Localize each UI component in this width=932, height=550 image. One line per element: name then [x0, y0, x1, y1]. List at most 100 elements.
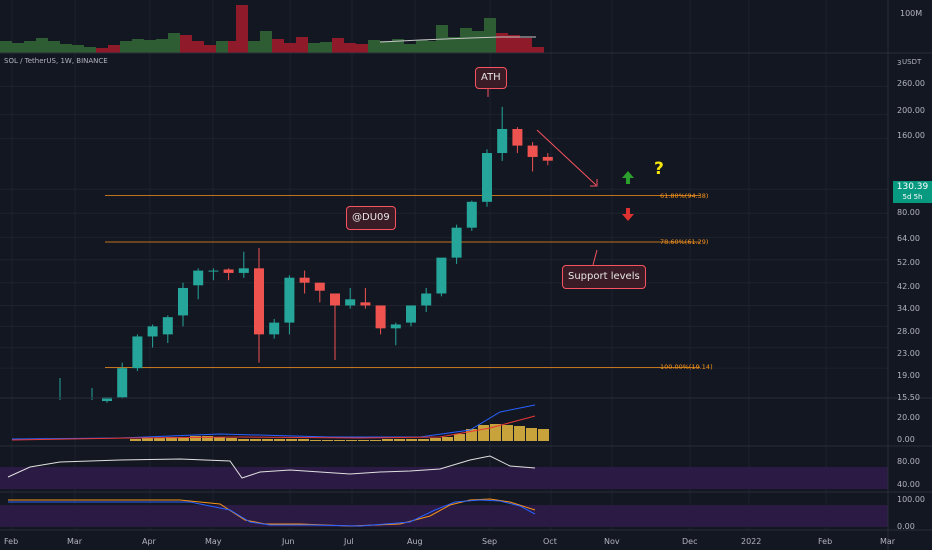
candle-body[interactable] [497, 128, 508, 154]
indicator-histogram-bar [274, 439, 285, 441]
price-axis-label: 160.00 [897, 131, 925, 140]
trend-line[interactable] [536, 129, 597, 186]
indicator-histogram-bar [226, 438, 237, 441]
indicator-histogram-bar [250, 439, 261, 441]
volume-bar [60, 44, 72, 53]
candle-body[interactable] [330, 293, 340, 306]
candle-body[interactable] [542, 156, 553, 161]
signal-line [11, 415, 536, 441]
candle-body[interactable] [345, 299, 356, 306]
price-axis-label: 23.00 [897, 349, 920, 358]
fib-label: 100.00%(19.14) [660, 363, 713, 372]
candle-body[interactable] [238, 268, 249, 273]
candle-body[interactable] [375, 305, 386, 329]
time-axis-label: Dec [682, 537, 698, 546]
candle-body[interactable] [269, 322, 280, 335]
indicator-axis-label: 20.00 [897, 413, 920, 422]
indicator-panes [0, 404, 888, 527]
volume-bar [344, 43, 356, 53]
indicator-axis-label: 40.00 [897, 480, 920, 489]
indicator-axis-label: 0.00 [897, 522, 915, 531]
price-axis-label: 52.00 [897, 258, 920, 267]
indicator-histogram-bar [406, 439, 417, 441]
candle-body[interactable] [147, 326, 158, 337]
time-axis-label: Apr [142, 537, 156, 546]
time-axis-label: Mar [880, 537, 896, 546]
volume-bar [12, 43, 24, 53]
watermark-callout[interactable]: @DU09 [346, 206, 396, 230]
candle-body[interactable] [512, 128, 523, 146]
trend-drawings[interactable] [487, 87, 634, 266]
candle-body[interactable] [421, 293, 432, 306]
volume-bar [520, 38, 532, 53]
candle-body[interactable] [117, 368, 128, 398]
candle-body[interactable] [284, 277, 295, 323]
volume-bar [48, 41, 60, 53]
current-price-badge: 130.39 5d 5h [893, 181, 932, 203]
indicator-histogram-bar [178, 437, 189, 441]
volume-bar [96, 48, 108, 53]
indicator-histogram-bar [442, 437, 453, 441]
indicator-histogram-bar [382, 439, 393, 441]
volume-bar [120, 41, 132, 53]
candle-body[interactable] [299, 277, 310, 283]
candle-body[interactable] [223, 269, 234, 273]
indicator-histogram-bar [142, 438, 153, 441]
indicator-histogram-bar [538, 429, 549, 441]
volume-bar [108, 45, 120, 53]
candle-body[interactable] [482, 153, 492, 202]
indicator-axis-label: 80.00 [897, 457, 920, 466]
candlestick-series[interactable] [59, 106, 553, 403]
volume-bar [192, 41, 204, 53]
indicator-histogram-bar [310, 440, 321, 441]
support-levels-callout[interactable]: Support levels [562, 265, 646, 289]
indicator-histogram-bar [238, 439, 249, 441]
volume-bar [356, 44, 368, 53]
volume-axis-label: 100M [900, 9, 923, 18]
candle-body[interactable] [406, 305, 416, 323]
price-axis-label: 42.00 [897, 282, 920, 291]
volume-bar [180, 35, 192, 53]
indicator-histogram-bar [334, 440, 345, 441]
candle-body[interactable] [193, 270, 204, 286]
volume-bar [132, 39, 144, 53]
candle-body[interactable] [314, 282, 325, 291]
candle-body[interactable] [390, 324, 401, 329]
indicator-histogram-bar [430, 438, 441, 441]
candle-body[interactable] [451, 227, 462, 258]
indicator-histogram-bar [418, 439, 429, 441]
indicator-histogram-bar [190, 436, 201, 441]
time-axis-label: Jun [282, 537, 295, 546]
time-axis-label: Mar [67, 537, 83, 546]
candle-body[interactable] [132, 336, 143, 369]
volume-bar [404, 44, 416, 53]
candle-body[interactable] [436, 257, 447, 294]
volume-bar [496, 33, 508, 53]
candle-body[interactable] [254, 268, 264, 335]
indicator-histogram-bar [166, 437, 177, 441]
indicator-histogram-bar [322, 440, 333, 441]
volume-bar [204, 45, 216, 53]
time-axis-label: Sep [482, 537, 498, 546]
candle-body[interactable] [466, 201, 477, 228]
candle-body[interactable] [162, 317, 173, 335]
indicator-histogram-bar [358, 440, 369, 441]
currency-label: USDT [902, 58, 922, 66]
candle-body[interactable] [527, 145, 538, 157]
candle-body[interactable] [102, 397, 112, 402]
volume-bar [460, 28, 472, 53]
volume-bar [380, 41, 392, 53]
candle-body[interactable] [208, 270, 219, 272]
price-axis-label: 200.00 [897, 106, 925, 115]
volume-bar [416, 40, 428, 53]
ath-callout[interactable]: ATH [475, 67, 507, 89]
volume-bar [84, 47, 96, 53]
candle-body[interactable] [360, 302, 371, 306]
indicator-histogram-bar [526, 428, 537, 441]
indicator-histogram-bar [346, 440, 357, 441]
candle-body[interactable] [178, 287, 188, 316]
current-price-value: 130.39 [896, 182, 929, 192]
